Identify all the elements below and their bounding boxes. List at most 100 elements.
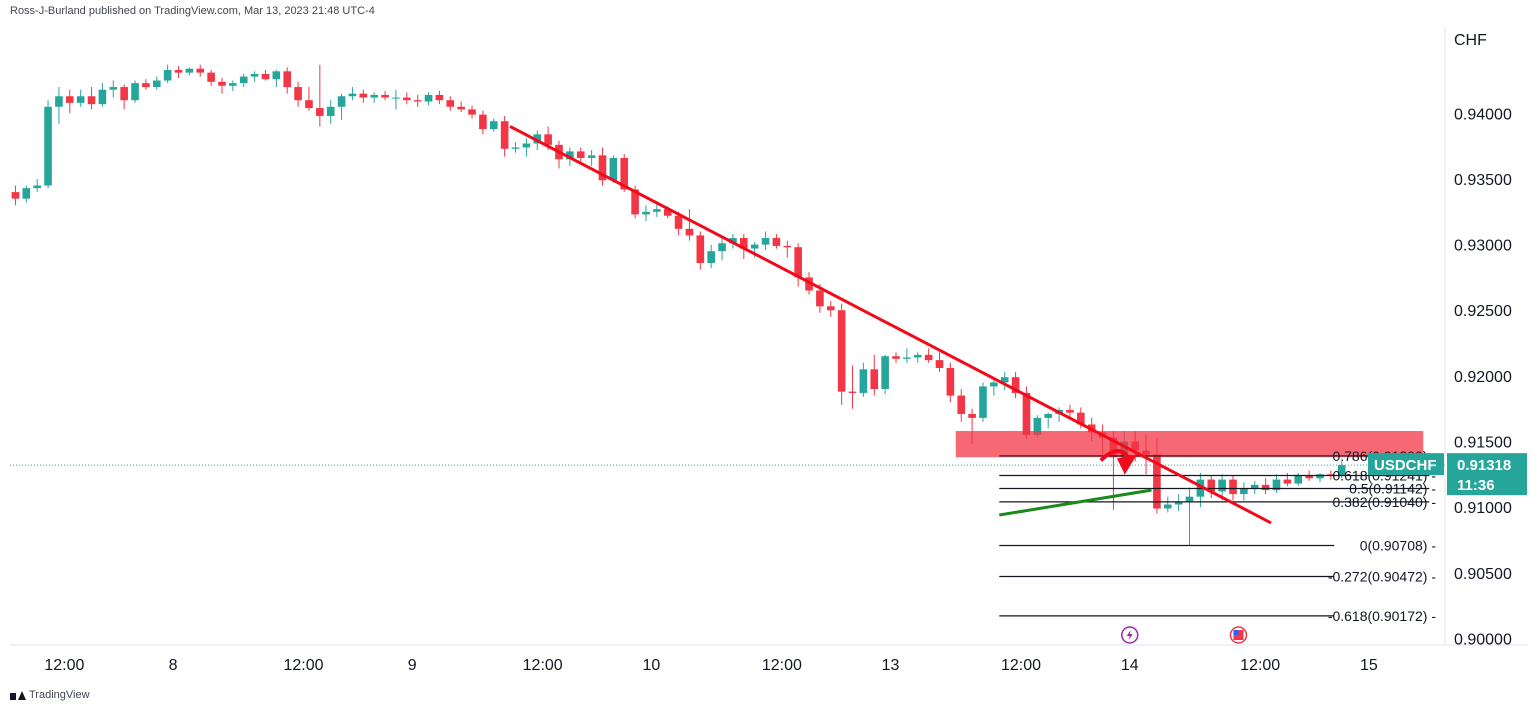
candle-body [674, 215, 683, 229]
candle-body [772, 238, 781, 246]
candle-body [1316, 474, 1324, 479]
candle-body [522, 143, 531, 148]
candle-body [870, 369, 879, 390]
candle-body [76, 96, 85, 103]
time-tick-label: 12:00 [762, 657, 802, 674]
time-tick-label: 15 [1360, 657, 1378, 674]
candle-body [11, 192, 20, 199]
candle-body [859, 369, 868, 393]
candles-layer [11, 64, 1346, 546]
time-tick-label: 12:00 [283, 657, 323, 674]
candle-body [1033, 417, 1042, 435]
last-price-badge: USDCHF 0.91318 11:36 [1368, 453, 1527, 496]
time-tick-label: 12:00 [1240, 657, 1280, 674]
bar-countdown-label: 11:36 [1457, 477, 1495, 494]
footer-brand[interactable]: TradingView [10, 689, 90, 701]
candle-body [816, 290, 824, 307]
time-tick-label: 10 [643, 657, 661, 674]
price-axis[interactable]: 0.94000 0.93500 0.93000 0.92500 0.92000 0.915… [1454, 106, 1512, 648]
candle-body [685, 228, 694, 236]
flag-canton [1233, 630, 1239, 635]
tradingview-logo-icon [10, 690, 26, 700]
time-axis[interactable]: 12:00 8 12:00 9 12:00 10 12:00 13 12:00 14 12:00 15 [44, 657, 1378, 674]
candle-body [120, 87, 128, 101]
candle-body [653, 209, 661, 212]
candle-body [250, 73, 259, 77]
candle-body [337, 96, 346, 107]
candle-body [848, 391, 857, 393]
candle-body [620, 157, 629, 190]
candle-body [1163, 504, 1172, 509]
candle-body [903, 357, 911, 359]
candle-body [131, 83, 139, 101]
events-layer[interactable] [1120, 626, 1248, 644]
candle-body [22, 188, 31, 199]
footer-brand-label: TradingView [29, 689, 90, 701]
candle-body [761, 238, 770, 245]
candle-body [424, 94, 433, 102]
symbol-badge [1368, 453, 1444, 476]
fib-level-label: 0(0.90708) - [1360, 537, 1437, 553]
candle-body [435, 94, 444, 101]
candle-body [1066, 410, 1074, 413]
candle-body [196, 68, 205, 73]
candle-body [305, 100, 313, 109]
price-badge [1447, 453, 1527, 496]
candle-body [511, 147, 520, 149]
candle-body [261, 73, 270, 80]
candle-body [185, 68, 194, 73]
candle-body [1185, 496, 1194, 502]
time-tick-label: 12:00 [1001, 657, 1041, 674]
candle-body [457, 106, 465, 110]
lightning-glyph [1126, 630, 1133, 640]
candle-body [1283, 479, 1292, 484]
candle-body [1272, 479, 1281, 491]
candle-body [609, 157, 618, 181]
candle-body [718, 243, 726, 252]
candle-body [87, 96, 96, 105]
candle-body [1240, 488, 1248, 495]
candle-body [348, 93, 357, 97]
candle-body [239, 76, 248, 84]
candle-body [1337, 465, 1346, 476]
candle-body [990, 382, 998, 387]
candle-body [957, 395, 966, 414]
candle-body [283, 71, 292, 88]
candle-body [696, 235, 705, 263]
arrow-head-icon [1116, 454, 1137, 475]
fib-level-label: 0.5(0.91142) - [1349, 481, 1436, 497]
candle-body [207, 72, 215, 82]
candle-body [1250, 484, 1259, 489]
price-tick-label: 0.90000 [1454, 631, 1512, 648]
descending-trendline [509, 125, 1272, 525]
candle-body [1153, 454, 1161, 509]
fib-level-label: -0.272(0.90472) - [1328, 568, 1437, 584]
time-tick-label: 14 [1121, 657, 1139, 674]
candle-body [468, 109, 476, 115]
candle-body [152, 80, 161, 88]
candle-body [729, 238, 737, 244]
candle-body [826, 306, 835, 311]
candle-body [174, 70, 183, 73]
candle-body [55, 96, 63, 107]
time-tick-label: 12:00 [44, 657, 84, 674]
candle-body [1000, 377, 1009, 383]
candle-body [805, 277, 813, 291]
drawings-layer: 0.786(0.91390) -0.618(0.91241) -0.5(0.91… [509, 125, 1437, 624]
price-tick-label: 0.94000 [1454, 106, 1512, 123]
price-tick-label: 0.92500 [1454, 303, 1512, 320]
candle-body [598, 155, 607, 181]
candle-body [913, 354, 922, 358]
candle-body [1218, 479, 1226, 492]
candle-body [326, 106, 335, 116]
candle-body [892, 356, 900, 359]
candle-body [1261, 484, 1270, 491]
candle-body [392, 97, 400, 99]
candle-body [544, 134, 552, 145]
candle-body [229, 83, 237, 86]
candle-body [1229, 479, 1237, 495]
candle-body [489, 121, 498, 130]
candle-body [402, 97, 411, 101]
candle-body [837, 310, 846, 392]
